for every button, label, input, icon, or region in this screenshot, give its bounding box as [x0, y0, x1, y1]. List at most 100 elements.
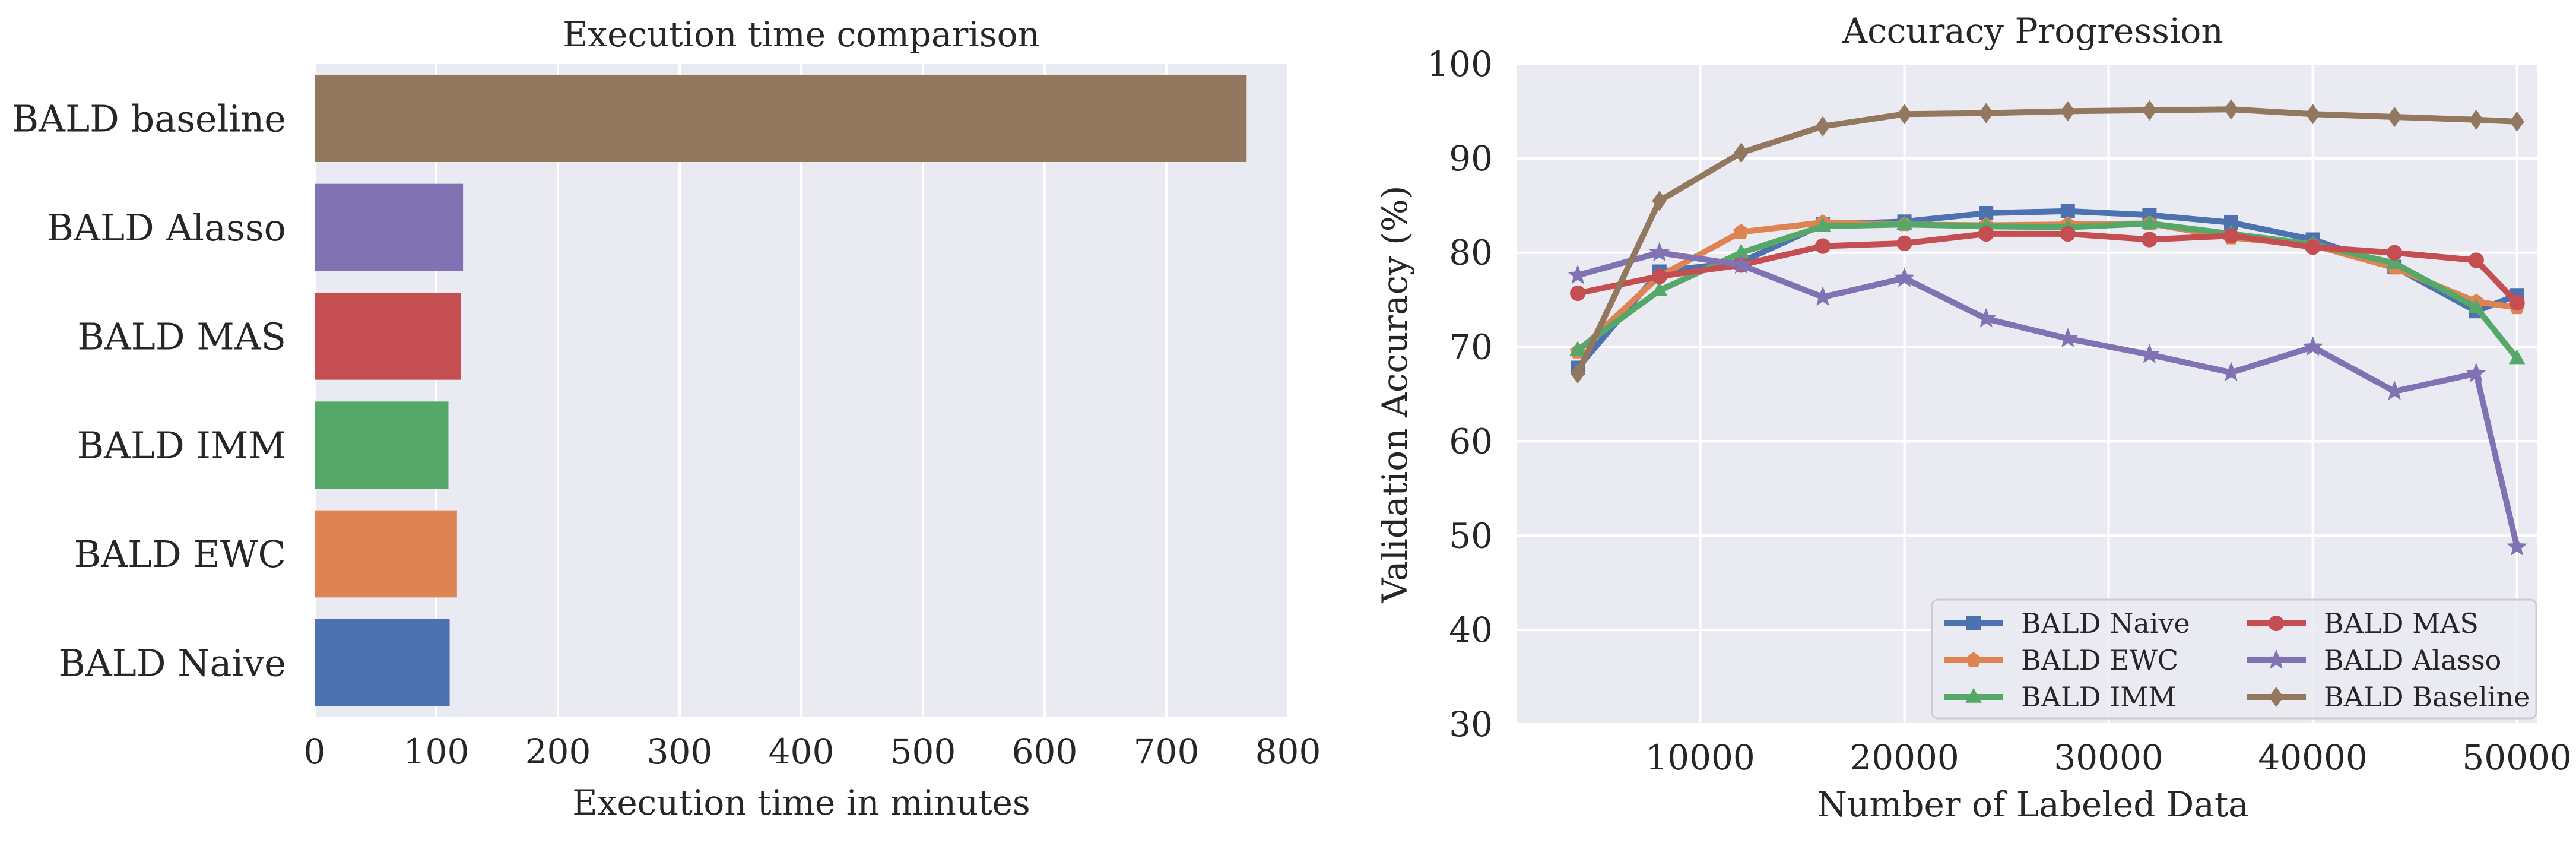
line-chart-y-axis-label: Validation Accuracy (%): [1375, 185, 1415, 603]
line-chart-y-tick-label: 50: [1449, 515, 1493, 556]
line-chart-y-tick-label: 60: [1449, 421, 1493, 461]
data-point: [2302, 336, 2323, 356]
data-point: [1567, 264, 1588, 284]
legend-label: BALD MAS: [2324, 607, 2479, 639]
line-chart-x-tick-label: 30000: [2054, 737, 2163, 778]
legend-item: BALD Baseline: [2247, 681, 2530, 713]
bar-chart-x-tick-label: 300: [647, 731, 713, 772]
bar-chart-category-label: BALD MAS: [77, 315, 286, 358]
legend-marker: [2266, 649, 2287, 669]
data-point: [2139, 344, 2160, 363]
data-point: [2142, 232, 2158, 248]
data-point: [2508, 349, 2526, 365]
line-chart-legend: BALD Naive BALD EWC BALD IMM BALD MAS BALD A…: [1931, 598, 2537, 720]
data-point: [2510, 111, 2524, 132]
data-point: [2468, 298, 2485, 313]
legend-item: BALD Alasso: [2247, 644, 2501, 676]
data-point: [2060, 101, 2076, 122]
bar: [315, 183, 464, 271]
bar-chart-x-tick-label: 700: [1134, 731, 1200, 772]
bar: [315, 510, 457, 598]
data-point: [1975, 308, 1997, 328]
legend-marker: [1966, 616, 1981, 630]
data-point: [1896, 235, 1912, 251]
legend-item: BALD MAS: [2247, 607, 2479, 639]
line-chart-y-tick-label: 80: [1449, 233, 1493, 273]
data-point: [1651, 268, 1667, 284]
data-point: [2305, 104, 2320, 125]
bar-chart-x-tick-label: 500: [890, 731, 956, 772]
line-chart-x-tick-label: 40000: [2258, 737, 2368, 778]
data-point: [2305, 239, 2321, 255]
data-point: [2060, 204, 2075, 218]
data-point: [2223, 228, 2239, 244]
bar: [315, 401, 449, 489]
legend-label: BALD Baseline: [2324, 681, 2530, 713]
legend-item: BALD Naive: [1944, 607, 2190, 639]
series-bald-alasso: [1567, 242, 2527, 556]
bar-chart-x-axis-label: Execution time in minutes: [572, 782, 1030, 823]
bar-chart-bars: [315, 75, 1247, 706]
line-chart-x-tick-label: 20000: [1849, 737, 1959, 778]
line-chart-x-axis-label: Number of Labeled Data: [1817, 784, 2249, 825]
data-point: [1651, 281, 1668, 297]
legend-marker: [2269, 686, 2284, 708]
data-point: [1814, 217, 1831, 233]
line-chart-x-tick-label: 50000: [2462, 737, 2572, 778]
accuracy-progression-chart: 10000 20000 30000 40000 50000 30 40 50 60 70 80 90…: [1375, 11, 2572, 825]
data-point: [2387, 245, 2403, 261]
bar-chart-x-tick-labels: 0 100 200 300 400 500 600 700 800: [304, 731, 1321, 772]
line-chart-x-tick-labels: 10000 20000 30000 40000 50000: [1645, 737, 2572, 778]
bar-chart-x-tick-label: 0: [304, 731, 326, 772]
line-chart-y-tick-label: 40: [1449, 610, 1493, 650]
line-chart-y-tick-label: 100: [1427, 44, 1493, 84]
bar-chart-category-label: BALD IMM: [77, 424, 286, 467]
data-point: [1978, 103, 1994, 123]
line-chart-title: Accuracy Progression: [1842, 11, 2223, 51]
bar-chart-category-label: BALD Naive: [58, 641, 286, 684]
data-point: [1570, 363, 1585, 384]
data-point: [2507, 536, 2527, 556]
bar-chart-title: Execution time comparison: [563, 14, 1040, 55]
data-point: [1734, 142, 1749, 163]
legend-box: [1931, 598, 2537, 720]
data-point: [1569, 341, 1586, 356]
bar-chart-x-tick-label: 800: [1255, 731, 1321, 772]
bar: [315, 75, 1247, 162]
data-point: [2469, 109, 2484, 130]
data-point: [1652, 191, 1667, 211]
line-chart-y-tick-label: 70: [1449, 327, 1493, 367]
bar: [315, 619, 450, 706]
line-chart-y-tick-label: 90: [1449, 138, 1493, 179]
data-point: [1731, 254, 1752, 274]
bar: [315, 293, 461, 380]
data-point: [2223, 99, 2239, 120]
bar-chart-x-tick-label: 400: [769, 731, 835, 772]
data-point: [1894, 267, 1915, 287]
bar-chart-category-label: BALD Alasso: [47, 206, 286, 249]
bar-chart-category-labels: BALD baseline BALD Alasso BALD MAS BALD IMM…: [12, 97, 286, 685]
bar-chart-category-label: BALD baseline: [12, 97, 286, 141]
data-point: [2468, 252, 2484, 268]
data-point: [2141, 214, 2158, 230]
data-point: [2057, 328, 2079, 347]
data-point: [1733, 223, 1749, 239]
data-point: [1896, 215, 1913, 230]
data-point: [2220, 362, 2242, 382]
line-chart-y-tick-labels: 30 40 50 60 70 80 90 100: [1427, 44, 1493, 744]
bar-chart-x-tick-label: 200: [525, 731, 591, 772]
data-point: [2060, 226, 2076, 242]
line-chart-x-tick-label: 10000: [1645, 737, 1755, 778]
legend-label: BALD Alasso: [2324, 644, 2501, 676]
data-point: [1812, 286, 1833, 306]
bar-chart-x-tick-label: 100: [404, 731, 469, 772]
data-point: [1570, 285, 1586, 302]
data-point: [2387, 106, 2402, 128]
data-point: [2466, 362, 2487, 382]
bar-chart-gridlines: [313, 64, 1289, 717]
data-point: [1815, 116, 1831, 137]
data-point: [2142, 100, 2157, 121]
execution-time-chart: BALD baseline BALD Alasso BALD MAS BALD IMM…: [12, 14, 1321, 823]
legend-item: BALD EWC: [1944, 644, 2178, 676]
